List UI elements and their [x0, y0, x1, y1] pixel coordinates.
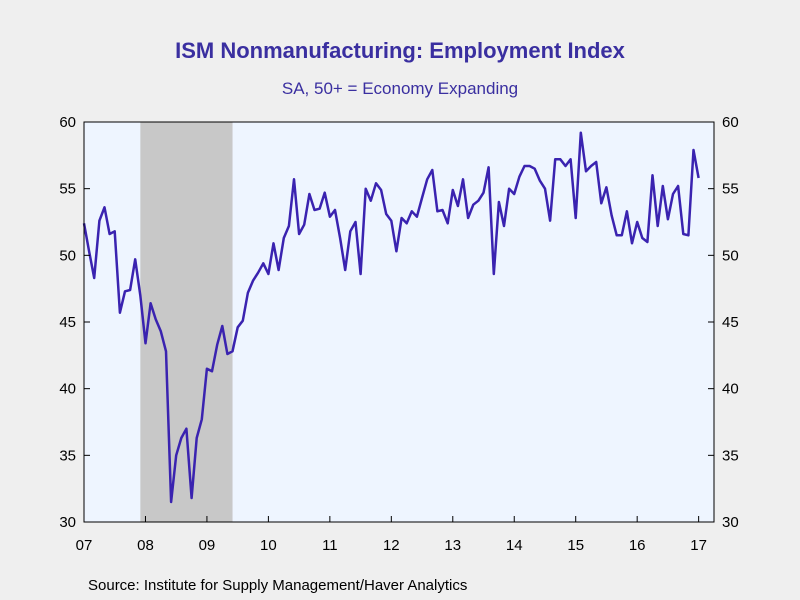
recession-band-group [140, 122, 233, 522]
y-tick-label-right: 60 [722, 114, 739, 131]
recession-band [140, 122, 233, 522]
x-tick-label: 15 [567, 537, 584, 554]
y-tick-label-right: 45 [722, 314, 739, 331]
y-tick-label-right: 40 [722, 381, 739, 398]
x-axis: 07 08 09 10 11 12 13 14 15 16 17 [76, 516, 707, 554]
y-tick-label-left: 60 [59, 114, 76, 131]
chart-source: Source: Institute for Supply Management/… [88, 577, 468, 594]
y-tick-label-left: 40 [59, 381, 76, 398]
x-tick-label: 12 [383, 537, 400, 554]
y-tick-label-left: 30 [59, 514, 76, 531]
x-tick-label: 16 [629, 537, 646, 554]
y-axis-right: 30 35 40 45 50 55 60 [708, 114, 739, 531]
series-line [82, 131, 700, 504]
y-tick-label-right: 55 [722, 181, 739, 198]
y-tick-label-right: 50 [722, 247, 739, 264]
y-tick-label-right: 30 [722, 514, 739, 531]
y-tick-label-right: 35 [722, 447, 739, 464]
y-tick-label-left: 35 [59, 447, 76, 464]
y-axis-left: 30 35 40 45 50 55 60 [59, 114, 90, 531]
y-tick-label-left: 50 [59, 247, 76, 264]
chart-title: ISM Nonmanufacturing: Employment Index [175, 38, 625, 63]
x-tick-label: 09 [199, 537, 216, 554]
x-tick-label: 17 [690, 537, 707, 554]
x-tick-label: 10 [260, 537, 277, 554]
y-tick-label-left: 55 [59, 181, 76, 198]
x-tick-label: 08 [137, 537, 154, 554]
x-tick-label: 14 [506, 537, 523, 554]
y-tick-label-left: 45 [59, 314, 76, 331]
chart-subtitle: SA, 50+ = Economy Expanding [281, 79, 519, 98]
x-tick-label: 13 [444, 537, 461, 554]
x-tick-label: 07 [76, 537, 93, 554]
x-tick-label: 11 [322, 537, 338, 554]
series-line-group [82, 131, 700, 504]
